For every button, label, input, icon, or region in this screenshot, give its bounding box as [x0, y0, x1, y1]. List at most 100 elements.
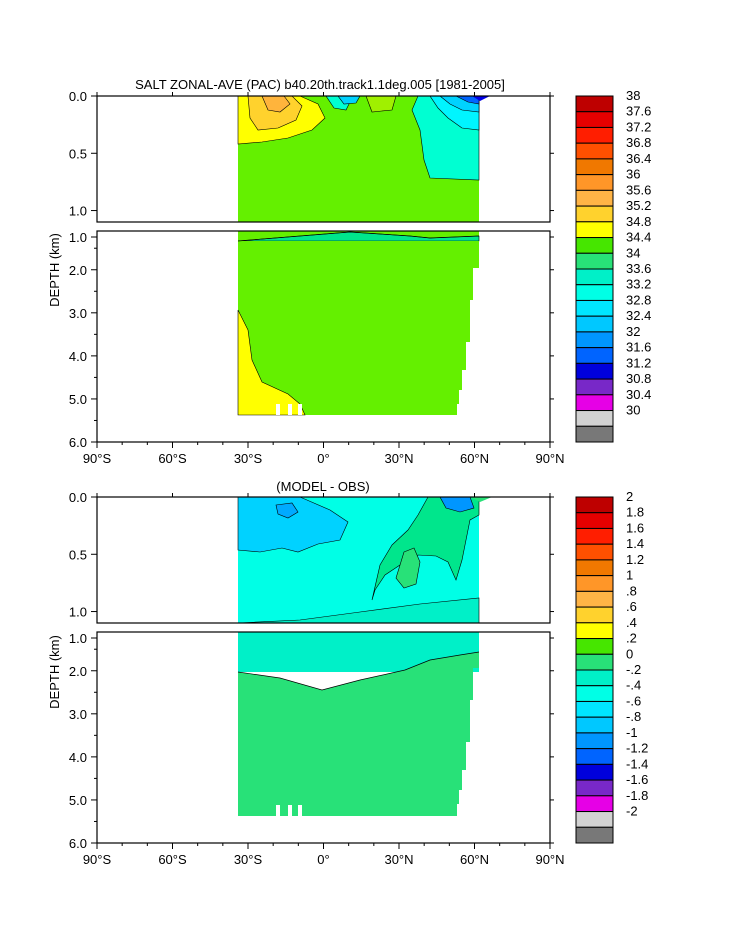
colorbar-box [575, 622, 614, 640]
x-tick-label: 90°N [535, 451, 564, 466]
colorbar-label: 1.2 [626, 552, 644, 567]
colorbar-box [575, 590, 614, 608]
colorbar-label: 35.2 [626, 198, 651, 213]
colorbar-label: 34.8 [626, 214, 651, 229]
colorbar-label: 32.8 [626, 293, 651, 308]
panel2-lower-fills [237, 632, 480, 816]
panel2-x-axis: 90°S 60°S 30°S 0° 30°N 60°N 90°N [83, 493, 565, 867]
y-tick-label: 1.0 [69, 605, 87, 620]
x-tick-label: 60°N [460, 852, 489, 867]
y-tick-label: 0.5 [69, 547, 87, 562]
x-tick-label: 0° [317, 852, 329, 867]
colorbar-label: 34.4 [626, 230, 651, 245]
colorbar-label: 30.8 [626, 371, 651, 386]
colorbar-box [575, 158, 614, 176]
colorbar-label: 37.2 [626, 120, 651, 135]
panel1-upper-fills [237, 95, 490, 222]
colorbar-box [575, 205, 614, 223]
y-tick-label: 6.0 [69, 435, 87, 450]
colorbar-label: 36.4 [626, 151, 651, 166]
panel1-x-axis: 90°S 60°S 30°S 0° 30°N 60°N 90°N [83, 92, 565, 466]
x-tick-label: 30°S [234, 451, 263, 466]
y-tick-label: 2.0 [69, 263, 87, 278]
panel2-y-axis: 0.0 0.5 1.0 1.0 2.0 3.0 4.0 5.0 6.0 [69, 490, 554, 851]
y-tick-label: 3.0 [69, 306, 87, 321]
colorbar-box [575, 826, 614, 844]
colorbar-box [575, 95, 614, 113]
y-tick-label: 4.0 [69, 750, 87, 765]
colorbar-label: -1.4 [626, 756, 648, 771]
colorbar-box [575, 394, 614, 412]
colorbar-label: 31.2 [626, 355, 651, 370]
colorbar-box [575, 111, 614, 128]
panel1-y-axis: 0.0 0.5 1.0 1.0 2.0 3.0 4.0 5.0 6.0 [69, 89, 554, 450]
colorbar-box [575, 347, 614, 364]
colorbar-box [575, 685, 614, 702]
colorbar-label: -.6 [626, 694, 641, 709]
x-tick-label: 30°N [384, 852, 413, 867]
colorbar-label: 30 [626, 403, 640, 418]
y-tick-label: 0.5 [69, 146, 87, 161]
colorbar-box [575, 638, 614, 655]
colorbar-label: 32 [626, 324, 640, 339]
panel1-ylabel: DEPTH (km) [47, 233, 62, 307]
x-tick-label: 60°S [158, 451, 187, 466]
panel1-title: SALT ZONAL-AVE (PAC) b40.20th.track1.1de… [135, 77, 505, 92]
colorbar-label: 33.2 [626, 277, 651, 292]
colorbar-label: -1 [626, 725, 638, 740]
colorbar-box [575, 362, 614, 380]
colorbar-box [575, 559, 614, 577]
colorbar-box [575, 142, 614, 160]
x-tick-label: 60°S [158, 852, 187, 867]
colorbar-box [575, 425, 614, 443]
x-tick-label: 90°N [535, 852, 564, 867]
colorbar-box [575, 512, 614, 529]
colorbar-box [575, 284, 614, 301]
colorbar-label: 36 [626, 167, 640, 182]
y-tick-label: 6.0 [69, 836, 87, 851]
colorbar-label: -.2 [626, 662, 641, 677]
colorbar-box [575, 700, 614, 718]
y-tick-label: 1.0 [69, 204, 87, 219]
x-tick-label: 30°N [384, 451, 413, 466]
colorbar-label: -1.8 [626, 788, 648, 803]
panel2-ylabel: DEPTH (km) [47, 635, 62, 709]
colorbar-box [575, 732, 614, 750]
colorbar-box [575, 221, 614, 239]
colorbar-label: .8 [626, 583, 637, 598]
colorbar-box [575, 378, 614, 396]
colorbar-label: 36.8 [626, 135, 651, 150]
colorbar-label: 2 [626, 489, 633, 504]
colorbar-box [575, 268, 614, 286]
colorbar-box [575, 299, 614, 317]
panel1-lower-fills [237, 231, 480, 416]
colorbar-label: 0 [626, 646, 633, 661]
colorbar-label: 31.6 [626, 340, 651, 355]
x-tick-label: 60°N [460, 451, 489, 466]
colorbar-box [575, 653, 614, 671]
colorbar-box [575, 527, 614, 545]
colorbar-label: -1.2 [626, 741, 648, 756]
colorbar-label: 38 [626, 88, 640, 103]
y-tick-label: 0.0 [69, 490, 87, 505]
colorbar-box [575, 252, 614, 270]
colorbar-box [575, 748, 614, 765]
colorbar-label: 1 [626, 568, 633, 583]
panel-model-minus-obs: (MODEL - OBS) DEPTH (km) 0.0 0.5 1.0 1.0 2.0… [47, 479, 648, 867]
y-tick-label: 1.0 [69, 631, 87, 646]
colorbar-label: 35.6 [626, 182, 651, 197]
panel2-upper-fills [237, 496, 492, 624]
colorbar-box [575, 496, 614, 514]
y-tick-label: 4.0 [69, 349, 87, 364]
colorbar-label: 33.6 [626, 261, 651, 276]
y-tick-label: 3.0 [69, 707, 87, 722]
panel2-title: (MODEL - OBS) [276, 479, 369, 494]
colorbar-box [575, 811, 614, 828]
colorbar-label: -.4 [626, 678, 641, 693]
x-tick-label: 30°S [234, 852, 263, 867]
colorbar-label: 37.6 [626, 104, 651, 119]
colorbar-box [575, 189, 614, 207]
y-tick-label: 1.0 [69, 230, 87, 245]
colorbar-label: .2 [626, 631, 637, 646]
